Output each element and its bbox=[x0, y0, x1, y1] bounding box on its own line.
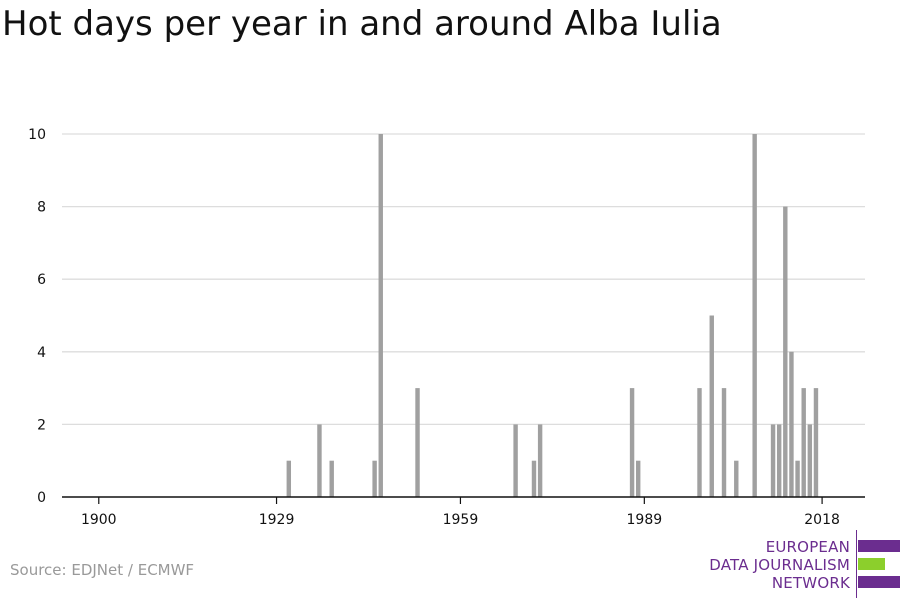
y-tick-label: 6 bbox=[37, 272, 46, 288]
x-tick-label: 2018 bbox=[804, 512, 840, 528]
bar bbox=[789, 351, 794, 497]
bar bbox=[513, 424, 518, 497]
bar bbox=[734, 460, 739, 497]
bar bbox=[531, 460, 537, 497]
bar bbox=[697, 388, 702, 497]
y-tick-label: 10 bbox=[28, 127, 46, 143]
logo-bar-purple-top bbox=[858, 540, 900, 552]
bar bbox=[795, 460, 800, 497]
x-tick-label: 1929 bbox=[259, 512, 295, 528]
bar bbox=[537, 424, 543, 497]
bar bbox=[752, 134, 757, 497]
bar bbox=[813, 388, 819, 497]
x-tick-label: 1959 bbox=[443, 512, 479, 528]
logo-bar-purple-bottom bbox=[858, 576, 900, 588]
bar bbox=[629, 388, 635, 497]
logo-bar-green bbox=[858, 558, 885, 570]
grid-lines bbox=[62, 133, 865, 426]
logo-divider bbox=[856, 530, 857, 598]
bar bbox=[329, 460, 334, 497]
logo-line-3: NETWORK bbox=[771, 574, 850, 592]
y-tick-label: 4 bbox=[37, 345, 46, 361]
bar bbox=[801, 388, 806, 497]
bar bbox=[770, 424, 776, 497]
bar bbox=[709, 315, 714, 497]
chart-title: Hot days per year in and around Alba Iul… bbox=[2, 4, 722, 44]
bar bbox=[372, 460, 377, 497]
axes: 0 2 4 6 8 10 1900 1929 1959 1989 2018 bbox=[28, 127, 865, 528]
bars bbox=[286, 134, 819, 497]
bar bbox=[721, 388, 727, 497]
bar bbox=[635, 460, 641, 497]
y-tick-label: 2 bbox=[37, 417, 46, 433]
bar bbox=[286, 460, 292, 497]
bar bbox=[776, 424, 782, 497]
logo-line-2: DATA JOURNALISM bbox=[709, 556, 850, 574]
bar bbox=[317, 424, 322, 497]
y-tick-label: 8 bbox=[37, 200, 46, 216]
bar bbox=[415, 388, 420, 497]
bar bbox=[807, 424, 813, 497]
edjnet-logo: EUROPEAN DATA JOURNALISM NETWORK bbox=[700, 528, 900, 600]
bar bbox=[378, 134, 383, 497]
logo-line-1: EUROPEAN bbox=[765, 538, 850, 556]
y-tick-label: 0 bbox=[37, 490, 46, 506]
bar bbox=[783, 206, 788, 497]
x-tick-label: 1900 bbox=[81, 512, 117, 528]
source-note: Source: EDJNet / ECMWF bbox=[10, 561, 195, 579]
x-tick-label: 1989 bbox=[627, 512, 663, 528]
